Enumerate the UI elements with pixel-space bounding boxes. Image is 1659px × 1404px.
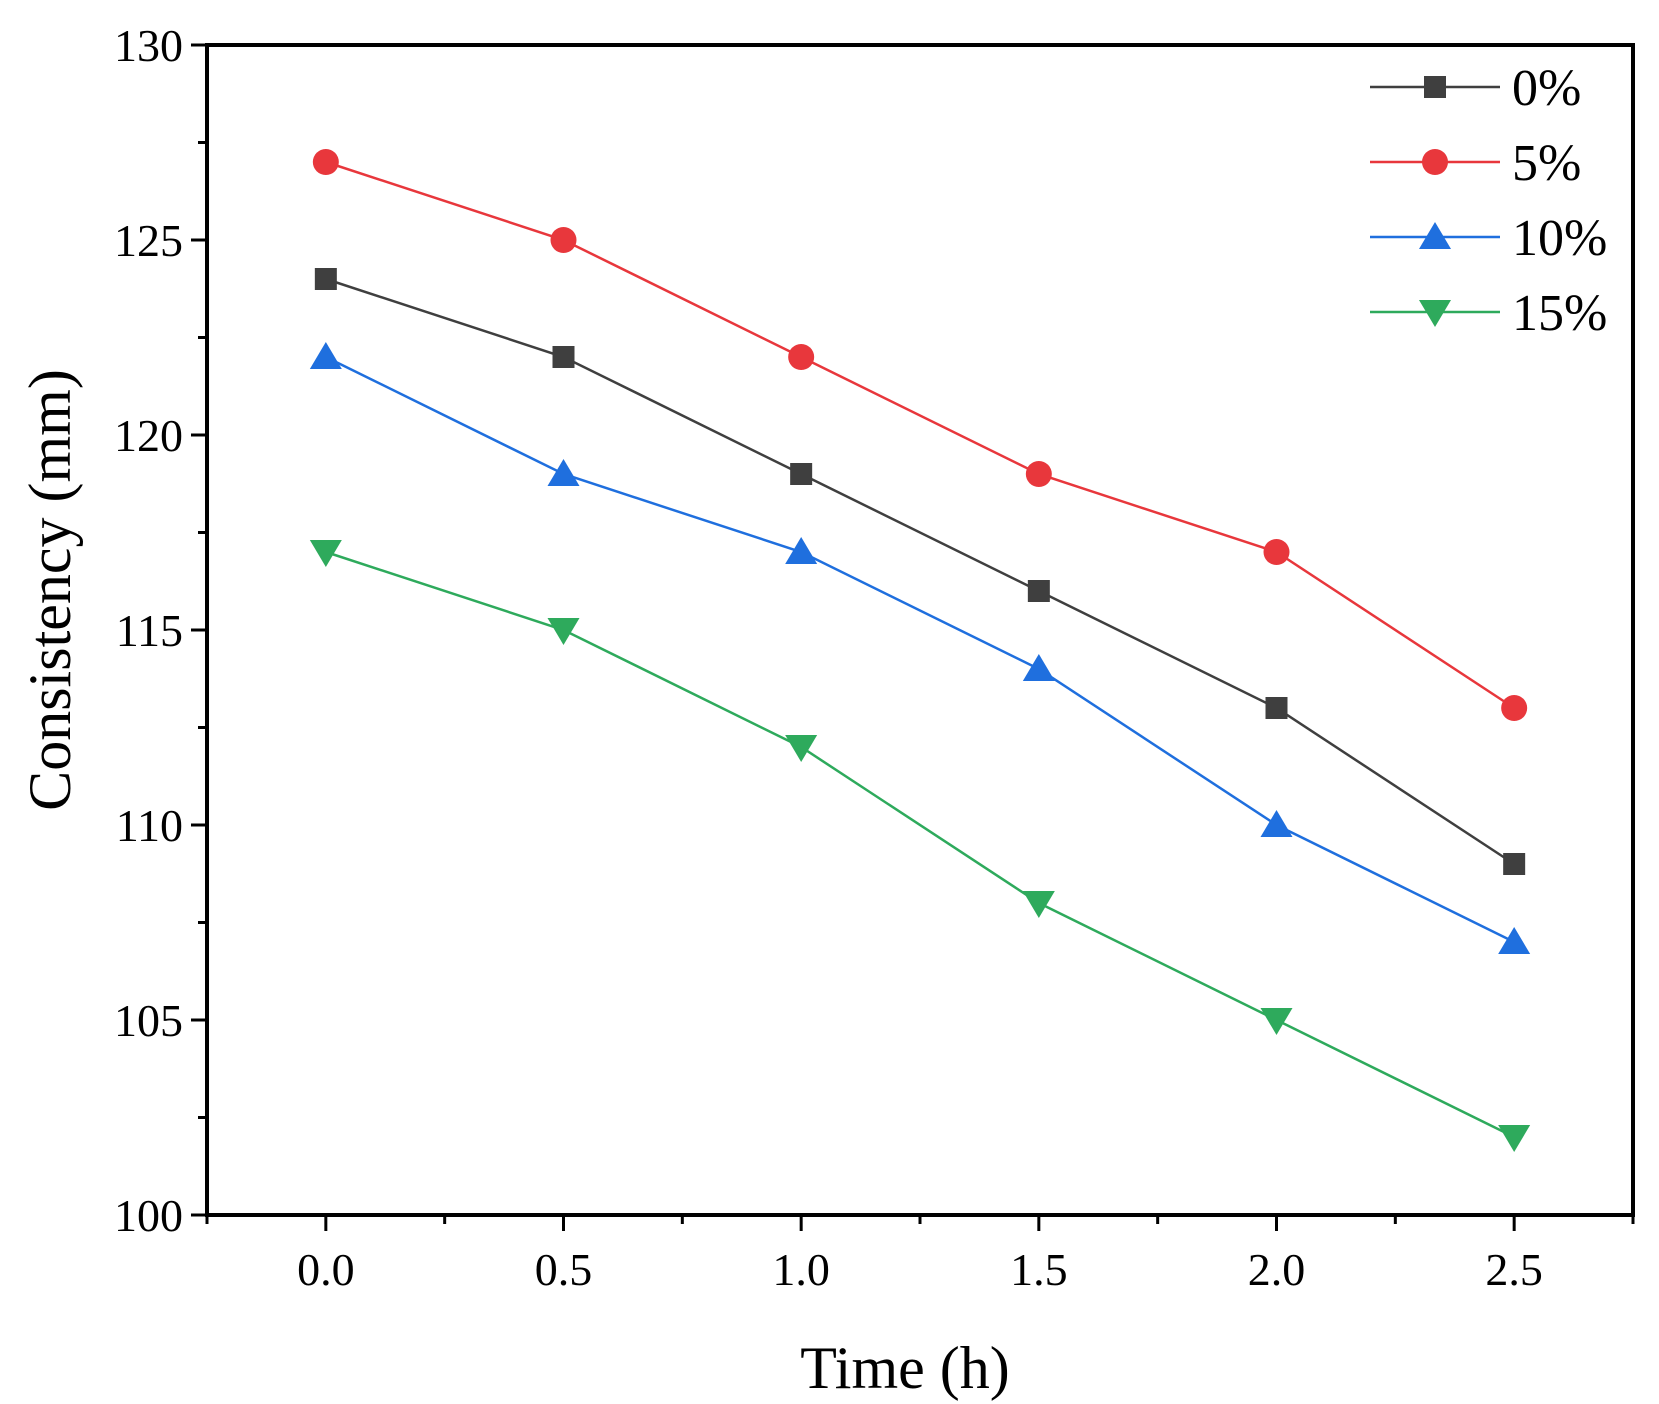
- data-point: [1498, 927, 1531, 954]
- legend-label: 5%: [1512, 135, 1581, 192]
- data-point: [547, 618, 580, 645]
- x-axis-title: Time (h): [800, 1335, 1009, 1401]
- y-tick-label: 125: [114, 215, 183, 266]
- legend-item: 10%: [1370, 210, 1607, 267]
- data-point: [790, 463, 813, 485]
- y-tick-label: 130: [114, 20, 183, 71]
- data-point: [1025, 461, 1052, 487]
- legend: 0% 5% 10% 15%: [1370, 60, 1607, 342]
- data-point: [1260, 810, 1293, 837]
- legend-marker: [1424, 76, 1446, 98]
- axes: 100 105 110 115 120 125 130 0.0 0.5 1.0 1.5 2.0 2.5: [114, 20, 1635, 1295]
- x-tick-label: 0.5: [535, 1244, 593, 1295]
- data-point: [1022, 654, 1055, 681]
- y-axis-title: Consistency (mm): [17, 369, 83, 811]
- plot-frame: [205, 43, 1635, 1217]
- data-point: [1501, 695, 1528, 721]
- series-line: [325, 277, 1515, 866]
- data-point: [312, 149, 339, 175]
- data-point: [1265, 697, 1288, 719]
- series-2: [309, 342, 1531, 954]
- legend-label: 0%: [1512, 60, 1581, 117]
- x-tick-label: 1.5: [1010, 1244, 1068, 1295]
- legend-marker: [1419, 300, 1451, 327]
- data-point: [785, 537, 818, 564]
- x-tick-label: 2.0: [1248, 1244, 1306, 1295]
- legend-label: 15%: [1512, 285, 1607, 342]
- data-point: [309, 540, 342, 567]
- y-tick-label: 100: [114, 1190, 183, 1241]
- data-point: [788, 344, 815, 370]
- x-tick-label: 2.5: [1485, 1244, 1543, 1295]
- legend-item: 5%: [1370, 135, 1581, 192]
- legend-item: 15%: [1370, 285, 1607, 342]
- series-line: [325, 550, 1515, 1139]
- data-point: [785, 735, 818, 762]
- series-line: [325, 355, 1515, 944]
- data-point: [547, 459, 580, 486]
- series-0: [314, 268, 1526, 875]
- data-point: [1027, 580, 1050, 602]
- x-tick-label: 0.0: [297, 1244, 355, 1295]
- legend-item: 0%: [1370, 60, 1581, 117]
- x-tick-label: 1.0: [772, 1244, 830, 1295]
- y-tick-label: 110: [116, 800, 183, 851]
- data-point: [1022, 891, 1055, 918]
- series-1: [312, 149, 1528, 721]
- data-point: [314, 268, 337, 290]
- y-tick-label: 120: [114, 410, 183, 461]
- legend-marker: [1419, 222, 1451, 249]
- y-tick-label: 115: [116, 605, 183, 656]
- data-point: [1260, 1008, 1293, 1035]
- data-point: [550, 227, 577, 253]
- data-point: [1498, 1125, 1531, 1152]
- data-point: [309, 342, 342, 369]
- data-point: [1263, 539, 1290, 565]
- legend-label: 10%: [1512, 210, 1607, 267]
- legend-marker: [1422, 149, 1448, 175]
- y-tick-label: 105: [114, 995, 183, 1046]
- series-3: [309, 540, 1531, 1152]
- series-line: [325, 160, 1515, 710]
- data-point: [552, 346, 575, 368]
- series-layer: [309, 149, 1531, 1152]
- data-point: [1503, 853, 1526, 875]
